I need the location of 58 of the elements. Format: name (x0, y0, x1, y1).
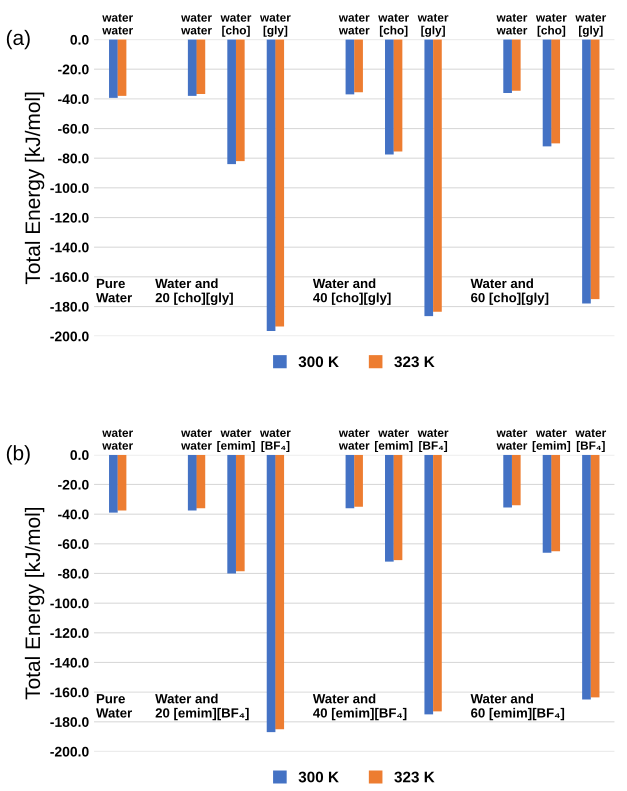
legend-label: 300 K (298, 356, 339, 368)
annotation: Pure Water (96, 278, 132, 302)
x-tick-label: water [BF₄] (260, 429, 291, 452)
y-tick-label: -120.0 (50, 628, 89, 638)
chart-title: (a) (6, 30, 30, 50)
y-tick-label: -80.0 (58, 154, 89, 164)
legend-label: 300 K (298, 772, 339, 782)
y-tick-label: -40.0 (58, 94, 89, 104)
x-tick-label: water [BF₄] (575, 429, 606, 452)
y-tick-label: -100.0 (50, 183, 89, 194)
x-tick-label: water water (181, 14, 212, 34)
x-tick-label: water water (338, 429, 370, 450)
y-tick-label: -60.0 (58, 539, 89, 549)
x-tick-label: water [emim] (217, 429, 255, 452)
y-tick-label: -180.0 (50, 302, 89, 312)
y-tick-label: -160.0 (50, 272, 89, 282)
y-tick-label: -140.0 (50, 242, 89, 252)
y-tick-label: -40.0 (58, 509, 89, 520)
y-tick-label: -160.0 (50, 687, 89, 698)
y-tick-label: 0.0 (70, 450, 89, 460)
x-tick-label: water water (181, 429, 212, 450)
annotation: Water and 40 [cho][gly] (312, 278, 391, 305)
annotation: Water and 20 [emim][BF₄] (155, 694, 249, 720)
legend-label: 323 K (394, 772, 435, 782)
y-tick-label: -140.0 (50, 658, 89, 668)
x-tick-label: water [emim] (532, 429, 570, 452)
x-tick-label: water [emim] (374, 429, 412, 452)
x-tick-label: water [gly] (260, 14, 291, 37)
y-tick-label: -180.0 (50, 717, 89, 727)
y-tick-label: -20.0 (58, 64, 89, 74)
annotation: Water and 40 [emim][BF₄] (312, 694, 406, 720)
legend-label: 323 K (394, 356, 435, 368)
y-axis-title: Total Energy [kJ/mol] (24, 508, 44, 700)
annotation: Pure Water (96, 694, 132, 718)
x-tick-label: water water (102, 14, 133, 34)
chart-title: (b) (6, 445, 30, 465)
x-tick-label: water [cho] (220, 14, 252, 37)
x-tick-label: water water (338, 14, 370, 34)
annotation: Water and 20 [cho][gly] (155, 278, 233, 305)
x-tick-label: water [cho] (536, 14, 567, 37)
y-axis-title: Total Energy [kJ/mol] (24, 92, 44, 284)
y-tick-label: -200.0 (50, 746, 89, 757)
x-tick-label: water water (496, 14, 528, 34)
y-tick-label: -20.0 (58, 480, 89, 490)
y-tick-label: -100.0 (50, 598, 89, 608)
y-tick-label: -60.0 (58, 124, 89, 134)
y-tick-label: -200.0 (50, 332, 89, 342)
annotation: Water and 60 [emim][BF₄] (470, 694, 564, 720)
x-tick-label: water [gly] (418, 14, 448, 37)
y-tick-label: 0.0 (70, 34, 89, 45)
y-tick-label: -120.0 (50, 212, 89, 223)
annotation: Water and 60 [cho][gly] (470, 278, 548, 305)
y-tick-label: -80.0 (58, 568, 89, 579)
x-tick-label: water [gly] (575, 14, 606, 37)
x-tick-label: water [cho] (378, 14, 409, 37)
x-tick-label: water water (102, 429, 133, 450)
x-tick-label: water water (496, 429, 528, 450)
x-tick-label: water [BF₄] (418, 429, 448, 452)
